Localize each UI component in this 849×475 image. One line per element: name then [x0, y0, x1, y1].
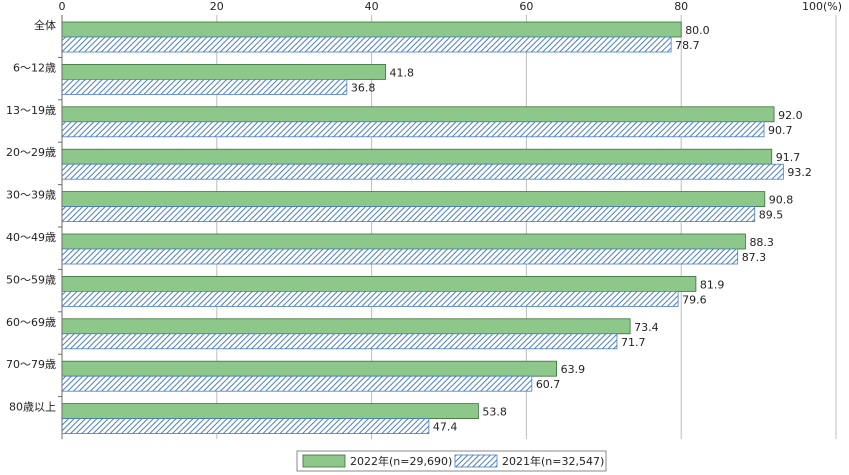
category-label: 70～79歳	[6, 358, 56, 371]
data-label-2021: 89.5	[759, 209, 784, 222]
category-label: 30～39歳	[6, 189, 56, 202]
bar-2022	[61, 64, 386, 80]
legend-box	[296, 450, 607, 472]
bar-2022	[61, 275, 697, 292]
bar-2021	[61, 333, 618, 350]
bar-2021	[61, 375, 533, 392]
x-tick-label: 0	[59, 0, 66, 13]
bars: 80.0 78.7 41.8 36.8 92.0 90.7 91.7 93.2 90.8 89.5…	[61, 21, 812, 435]
x-tick-label: 40	[365, 0, 379, 13]
bar-2021	[61, 248, 739, 265]
bar-2021	[61, 36, 672, 53]
bar-2021	[61, 290, 679, 307]
bar-2022	[61, 318, 631, 335]
data-label-2022: 92.0	[778, 109, 803, 122]
data-label-2022: 88.3	[749, 236, 774, 249]
data-label-2022: 81.9	[700, 278, 725, 291]
data-label-2022: 63.9	[561, 363, 586, 376]
category-label: 80歳以上	[9, 401, 56, 414]
legend-label-2022: 2022年(n=29,690)	[350, 454, 452, 468]
category-label: 50～59歳	[6, 273, 56, 286]
legend: 2022年(n=29,690) 2021年(n=32,547)	[296, 450, 607, 472]
x-tick-label: 80	[674, 0, 688, 13]
legend-swatch-2022	[302, 454, 346, 468]
data-label-2022: 73.4	[634, 321, 659, 334]
data-label-2021: 47.4	[433, 421, 458, 434]
data-label-2021: 93.2	[787, 166, 812, 179]
data-label-2021: 87.3	[742, 251, 767, 264]
legend-label-2021: 2021年(n=32,547)	[502, 454, 604, 468]
bar-2021	[61, 206, 756, 223]
category-label: 20～29歳	[6, 146, 56, 159]
data-label-2021: 60.7	[536, 378, 561, 391]
x-tick-label: 60	[519, 0, 533, 13]
bar-2022	[61, 191, 766, 208]
bar-2021	[61, 79, 348, 95]
bar-2022	[61, 21, 682, 38]
x-tick-label: 100(%)	[802, 0, 842, 13]
axis-lines	[58, 15, 63, 439]
data-label-2022: 41.8	[390, 66, 415, 79]
bar-2022	[61, 148, 773, 165]
bar-2021	[61, 163, 784, 180]
bar-2022	[61, 360, 557, 377]
category-label: 全体	[34, 18, 56, 32]
data-label-2022: 80.0	[685, 24, 710, 37]
category-label: 6～12歳	[13, 61, 56, 74]
category-label: 40～49歳	[6, 231, 56, 244]
bar-2021	[61, 121, 765, 138]
data-label-2022: 91.7	[776, 151, 801, 164]
category-label: 60～69歳	[6, 316, 56, 329]
bar-2022	[61, 403, 479, 420]
bar-2022	[61, 106, 775, 123]
category-label: 13～19歳	[6, 104, 56, 117]
data-label-2021: 36.8	[351, 81, 376, 94]
data-label-2021: 71.7	[621, 336, 646, 349]
x-axis-ticks: 0 20 40 60 80 100(%)	[59, 0, 843, 13]
legend-swatch-2021	[454, 454, 498, 468]
x-tick-label: 20	[210, 0, 224, 13]
data-label-2022: 90.8	[769, 194, 794, 207]
data-label-2021: 79.6	[682, 293, 707, 306]
data-label-2021: 90.7	[768, 124, 793, 137]
category-labels: 全体 6～12歳 13～19歳 20～29歳 30～39歳 40～49歳 50～59歳 60～…	[6, 18, 56, 414]
data-label-2022: 53.8	[482, 406, 507, 419]
bar-2021	[61, 418, 430, 435]
bar-2022	[61, 233, 746, 250]
data-label-2021: 78.7	[675, 39, 700, 52]
